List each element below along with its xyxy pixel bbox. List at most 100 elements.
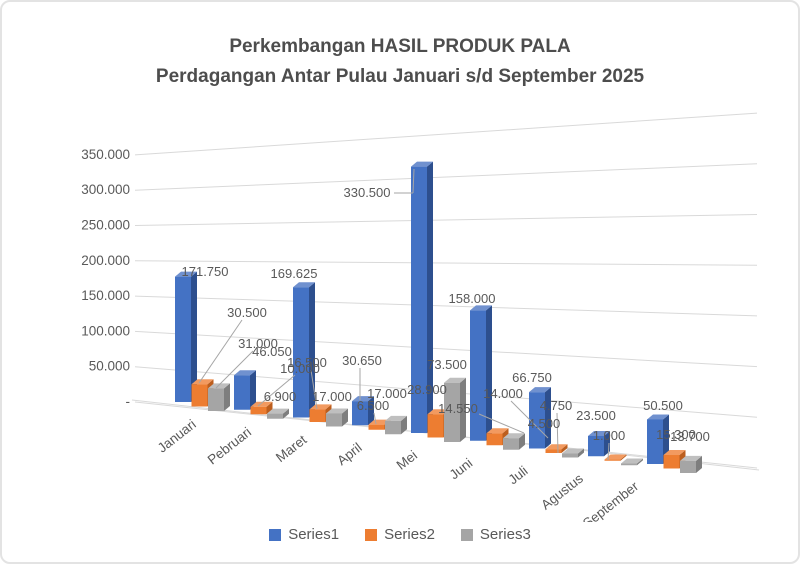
data-label-series1-januari: 171.750 [182, 264, 229, 279]
data-label-series3-pebruari: 6.900 [264, 389, 297, 404]
series3-swatch-icon [460, 528, 473, 541]
data-label-leader-line [198, 319, 243, 384]
bar-series3-juli-side [578, 448, 584, 458]
bar-series3-april-top [385, 415, 407, 421]
legend-item-series2[interactable]: Series2 [365, 526, 435, 543]
chart-legend: Series1 Series2 Series3 [2, 526, 798, 543]
data-label-series1-agustus: 23.500 [576, 408, 616, 423]
bar-series3-juli [562, 453, 578, 458]
bar-series1-mei [411, 166, 427, 433]
bar-series3-april-side [401, 415, 407, 435]
data-label-series3-juli: 4.750 [540, 398, 573, 413]
y-axis-tick-label: 200.000 [81, 253, 130, 268]
bar-series1-juni-top [470, 305, 492, 311]
bar-series1-juli [529, 392, 545, 449]
data-label-series3-september: 13.700 [670, 429, 710, 444]
bar-series3-januari [208, 388, 224, 411]
legend-label-series3: Series3 [479, 526, 531, 543]
chart-plot-area[interactable]: - 50.000 100.000 150.000 200.000 250.000 300.0… [2, 2, 800, 522]
bar-series1-januari-top [175, 271, 197, 277]
bar-series1-september-top [647, 414, 669, 420]
data-label-series2-agustus: 1.000 [593, 428, 626, 443]
bar-series1-pebruari [234, 375, 250, 410]
bar-series3-juni [503, 438, 519, 450]
data-label-series3-juni: 14.000 [483, 386, 523, 401]
y-axis-tick-label: 250.000 [81, 218, 130, 233]
bar-series3-maret-top [326, 408, 348, 414]
category-label-agustus: Agustus [538, 471, 586, 513]
bar-series2-juni-top [486, 428, 509, 434]
bar-series2-pebruari-side [266, 401, 273, 415]
bar-series3-januari-top [208, 383, 230, 389]
bar-series2-juli-side [561, 444, 568, 453]
y-axis-tick-label: 100.000 [81, 323, 130, 338]
bar-series3-juni-top [503, 433, 525, 439]
bar-series2-agustus-top [604, 454, 627, 460]
bar-series2-maret [309, 409, 326, 422]
data-label-series2-juni: 14.550 [438, 401, 478, 416]
bar-series1-mei-top [411, 161, 433, 167]
bar-series1-januari-side [191, 271, 197, 402]
data-label-series2-september: 15.300 [656, 427, 696, 442]
bar-series2-juli [545, 449, 562, 453]
bar-series3-agustus-side [637, 458, 643, 466]
bar-series3-mei [444, 382, 460, 442]
gridline [134, 214, 758, 226]
bar-series1-pebruari-side [250, 370, 256, 410]
chart-title-line2: Perdagangan Antar Pulau Januari s/d Sept… [155, 66, 645, 87]
category-label-januari: Januari [155, 417, 199, 456]
bar-series3-pebruari-top [267, 408, 289, 414]
bar-series1-september [647, 419, 663, 464]
bar-series1-mei-side [427, 161, 433, 433]
bar-series2-agustus [604, 459, 621, 461]
y-axis-tick-label: 300.000 [81, 182, 130, 197]
bar-series1-januari [175, 276, 191, 402]
bar-series1-agustus-top [588, 430, 610, 436]
data-label-leader-line [310, 369, 318, 410]
data-label-leader-line [478, 413, 525, 434]
legend-item-series1[interactable]: Series1 [269, 526, 339, 543]
bar-series2-april [368, 424, 385, 430]
bar-series3-maret-side [342, 408, 348, 427]
data-label-series2-april: 6.500 [357, 398, 390, 413]
bar-series3-agustus-top [621, 458, 643, 464]
category-label-april: April [334, 440, 365, 468]
data-label-series1-juli: 66.750 [512, 370, 552, 385]
bar-series2-pebruari [250, 406, 267, 415]
bar-series3-maret [326, 413, 342, 427]
bar-series3-pebruari [267, 413, 283, 419]
bar-series1-juli-side [545, 387, 551, 449]
bar-series2-september-top [663, 450, 686, 456]
data-label-series1-mei: 330.500 [344, 185, 391, 200]
bar-series1-juni [470, 310, 486, 441]
bar-series2-juli-top [545, 444, 568, 450]
category-label-juni: Juni [447, 455, 476, 482]
chart-title-line1: Perkembangan HASIL PRODUK PALA [229, 36, 571, 57]
bar-series2-pebruari-top [250, 401, 273, 407]
category-label-pebruari: Pebruari [205, 424, 254, 467]
data-label-leader-line [607, 442, 610, 461]
data-label-series1-april: 30.650 [342, 353, 382, 368]
bar-series3-september-top [680, 455, 702, 461]
data-label-series2-pebruari: 10.000 [280, 361, 320, 376]
series2-swatch-icon [365, 528, 378, 541]
data-label-series3-mei: 73.500 [427, 357, 467, 372]
bar-series3-mei-top [444, 377, 466, 383]
bar-series2-januari [191, 384, 208, 407]
legend-item-series3[interactable]: Series3 [460, 526, 531, 543]
y-axis-tick-label: 350.000 [81, 147, 130, 162]
data-label-series2-mei: 28.900 [407, 382, 447, 397]
bar-series3-mei-side [460, 377, 466, 442]
legend-label-series1: Series1 [288, 526, 340, 543]
y-axis-tick-label: 150.000 [81, 288, 130, 303]
bar-series2-juni [486, 433, 503, 446]
data-label-leader-line [215, 350, 254, 389]
bar-series1-september-side [663, 414, 669, 464]
category-label-juli: Juli [505, 463, 530, 487]
data-label-leader-line [257, 374, 296, 407]
data-label-series3-januari: 31.000 [238, 336, 278, 351]
bar-series3-september [680, 460, 696, 473]
bar-series3-juni-side [519, 433, 525, 450]
y-axis-tick-label: 50.000 [89, 359, 130, 374]
data-label-series2-januari: 30.500 [227, 305, 267, 320]
